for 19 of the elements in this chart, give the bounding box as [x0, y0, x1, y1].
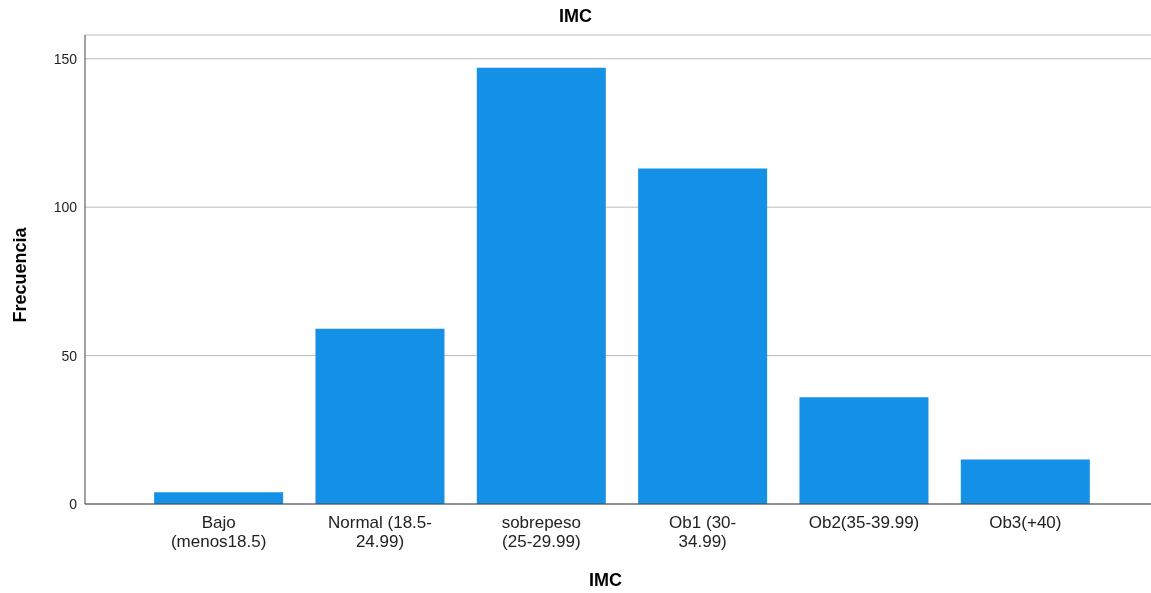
y-axis-title: Frecuencia: [9, 227, 31, 323]
y-tick-label: 50: [61, 347, 78, 364]
x-tick-label: Bajo (menos18.5): [170, 513, 267, 551]
bar: [638, 168, 768, 504]
chart-title: IMC: [558, 6, 593, 27]
bar: [960, 459, 1090, 504]
bar: [799, 397, 929, 504]
y-tick-label: 0: [69, 495, 78, 512]
x-tick-label: Ob2(35-39.99): [808, 513, 920, 532]
x-tick-label: Normal (18.5-24.99): [328, 513, 432, 551]
x-tick-label: Ob3(+40): [989, 513, 1062, 532]
bar: [154, 492, 284, 504]
y-tick-label: 150: [53, 50, 78, 67]
x-tick-label: sobrepeso (25-29.99): [501, 513, 582, 551]
bar: [476, 67, 606, 504]
x-tick-label: Ob1 (30-34.99): [669, 513, 737, 551]
y-tick-label: 100: [53, 199, 78, 216]
x-axis-title: IMC: [588, 570, 623, 591]
bar: [315, 328, 445, 504]
